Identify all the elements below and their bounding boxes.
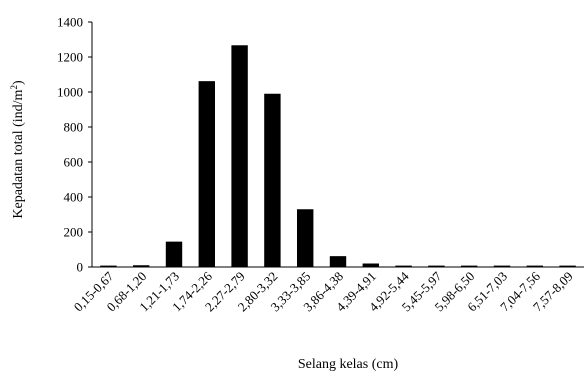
y-axis-title-end: ) <box>11 80 26 85</box>
y-axis-title-base: Kepadatan total (ind/m <box>11 89 26 218</box>
plot-area: 0 200 400 600 800 1000 1200 1400 0,15-0,670,68-… <box>57 15 584 314</box>
bar <box>198 81 215 268</box>
bar <box>526 265 543 267</box>
y-axis-title-superscript: 2 <box>9 85 19 90</box>
bar <box>428 265 445 267</box>
bar <box>461 265 478 267</box>
y-tick-label: 200 <box>64 225 84 240</box>
y-axis-ticks: 0 200 400 600 800 1000 1200 1400 <box>57 15 92 275</box>
bar <box>231 45 248 268</box>
x-axis-title: Selang kelas (cm) <box>298 357 399 372</box>
y-axis-title: Kepadatan total (ind/m2) <box>9 80 26 219</box>
y-tick-label: 0 <box>77 260 84 275</box>
y-tick-label: 1400 <box>57 15 83 30</box>
y-tick-label: 800 <box>64 120 84 135</box>
y-tick-label: 1200 <box>57 50 83 65</box>
x-axis-ticks: 0,15-0,670,68-1,201,21-1,731,74-2,262,27… <box>71 268 576 314</box>
bar <box>395 265 412 267</box>
y-tick-label: 1000 <box>57 85 83 100</box>
y-tick-label: 400 <box>64 190 84 205</box>
bar <box>493 265 511 267</box>
bar <box>133 265 150 267</box>
bar <box>100 265 117 267</box>
y-tick-label: 600 <box>64 155 84 170</box>
bar <box>362 263 379 267</box>
bar <box>297 209 314 267</box>
bar <box>329 256 347 267</box>
bar <box>165 241 183 267</box>
bars <box>100 45 576 268</box>
bar <box>559 265 576 267</box>
bar <box>264 93 281 267</box>
